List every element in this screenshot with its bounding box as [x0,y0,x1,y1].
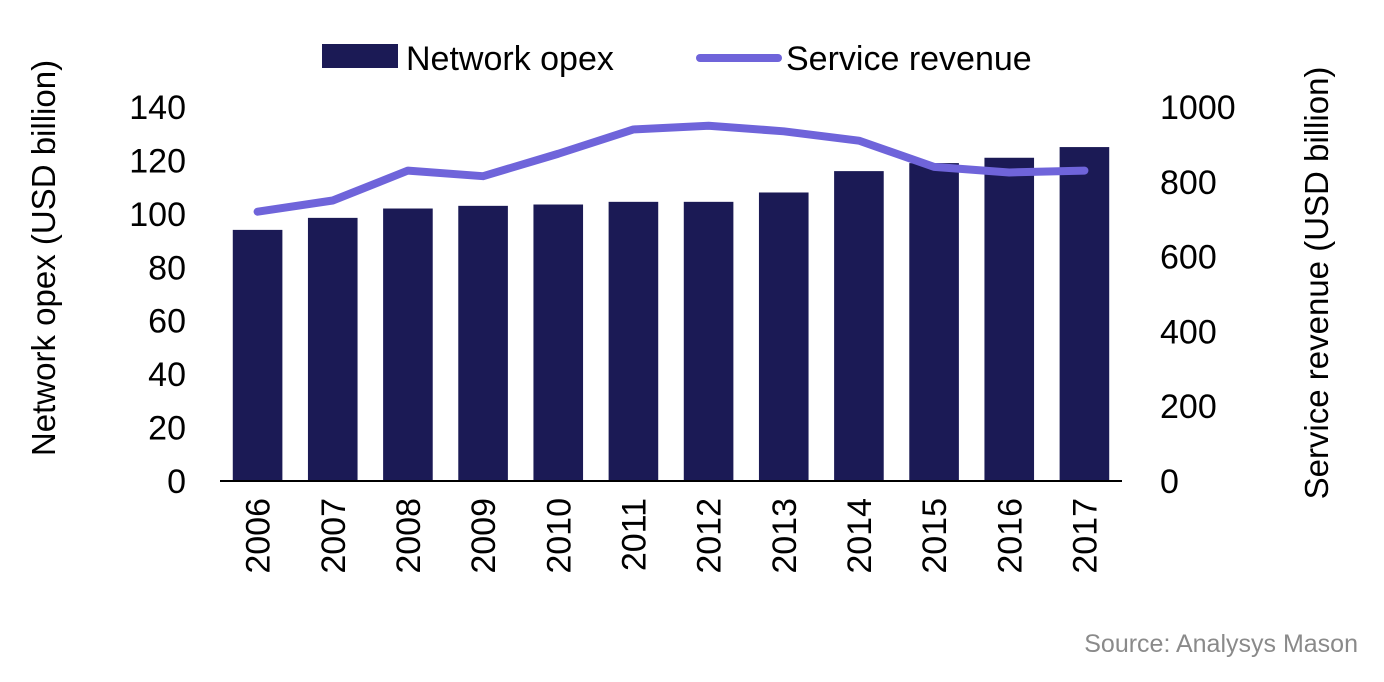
x-tick-label: 2017 [1066,498,1104,574]
x-tick-label: 2006 [240,498,278,574]
x-tick-label: 2009 [465,498,503,574]
y-tick-label-left: 60 [148,303,186,341]
bar [758,192,809,481]
x-tick-label: 2014 [841,498,879,574]
bar [307,217,358,481]
y-axis-left: 0 20 40 60 80 100 120 140 [129,89,186,501]
y-tick-label-right: 200 [1160,388,1217,426]
x-tick-label: 2011 [615,498,653,571]
y-axis-title-right: Service revenue (USD billion) [1298,67,1335,500]
bar [1059,147,1110,482]
y-tick-label-right: 1000 [1160,89,1236,127]
bar [232,229,283,481]
y-tick-label-left: 120 [129,142,186,180]
x-tick-label: 2012 [691,498,729,574]
y-tick-label-left: 100 [129,196,186,234]
y-tick-label-left: 0 [167,463,186,501]
y-tick-label-left: 80 [148,249,186,287]
y-tick-label-right: 800 [1160,164,1217,202]
legend: Network opex Service revenue [322,40,1032,78]
y-tick-label-right: 400 [1160,313,1217,351]
bar [533,204,584,481]
y-axis-right: 0 200 400 600 800 1000 [1160,89,1236,501]
bars-network-opex [232,147,1110,482]
bar [834,171,884,481]
x-tick-label: 2015 [916,498,954,574]
source-note: Source: Analysys Mason [1084,630,1358,658]
y-tick-label-left: 20 [148,410,186,448]
bar [683,201,734,482]
x-tick-label: 2007 [315,498,353,574]
y-tick-label-right: 600 [1160,239,1217,277]
bar [458,205,508,482]
y-tick-label-left: 140 [129,89,186,127]
y-axis-title-left: Network opex (USD billion) [25,60,62,456]
x-tick-label: 2013 [766,498,804,574]
line-service-revenue [253,121,1089,216]
bar [909,163,959,481]
y-tick-label-right: 0 [1160,463,1179,501]
y-tick-label-left: 40 [148,356,186,394]
series-line [253,121,1089,216]
legend-swatch-network-opex [322,44,398,68]
x-tick-label: 2016 [991,498,1029,574]
bar [608,201,659,482]
legend-label-network-opex: Network opex [406,40,614,78]
bar [984,157,1035,481]
legend-label-service-revenue: Service revenue [786,40,1032,78]
x-tick-label: 2008 [390,498,428,574]
bar [383,208,433,481]
x-axis: 2006 2007 2008 2009 2010 2011 2012 2013 2014 2015… [240,498,1105,574]
x-tick-label: 2010 [540,498,578,574]
